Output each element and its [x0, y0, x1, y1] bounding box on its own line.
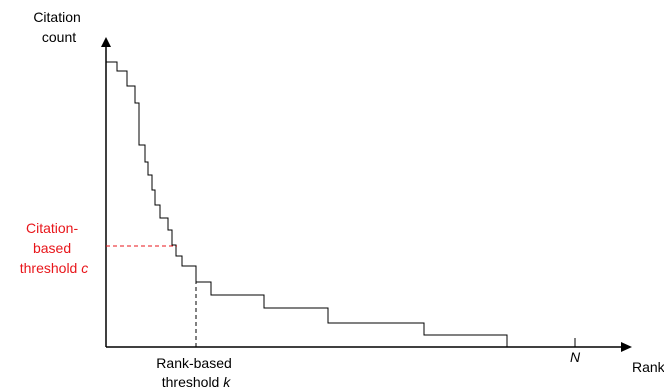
- citation-threshold-label-line1: Citation-: [26, 220, 78, 236]
- rank-threshold-label-line1: Rank-based: [156, 355, 232, 371]
- y-axis-label: Citation count: [33, 9, 84, 45]
- x-axis-arrowhead: [621, 342, 632, 352]
- rank-threshold-variable: k: [223, 374, 231, 390]
- y-axis-label-line1: Citation: [33, 9, 80, 25]
- citation-threshold-label-line2: based: [33, 240, 71, 256]
- y-axis-label-line2: count: [42, 29, 76, 45]
- citation-threshold-label-prefix: threshold: [20, 260, 81, 276]
- n-label: N: [570, 349, 581, 365]
- citation-threshold-variable: c: [81, 260, 88, 276]
- x-axis-label: Rank: [632, 359, 664, 375]
- y-axis-arrowhead: [101, 37, 111, 47]
- citation-step-curve: [106, 61, 508, 347]
- citation-threshold-label-line3: threshold c: [20, 260, 88, 276]
- citation-threshold-label: Citation- based threshold c: [20, 220, 88, 276]
- rank-threshold-label: Rank-based threshold k: [156, 355, 235, 390]
- rank-threshold-label-prefix: threshold: [162, 374, 223, 390]
- rank-threshold-label-line2: threshold k: [162, 374, 231, 390]
